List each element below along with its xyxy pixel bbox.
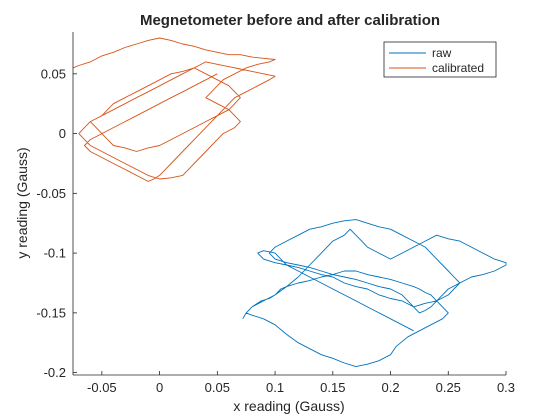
y-tick-label: -0.2 — [44, 365, 66, 380]
x-tick-label: 0.1 — [266, 380, 284, 395]
y-tick-label: -0.05 — [36, 186, 66, 201]
x-tick-label: 0.05 — [205, 380, 230, 395]
y-tick-label: -0.15 — [36, 305, 66, 320]
x-tick-label: 0 — [156, 380, 163, 395]
y-tick-label: -0.1 — [44, 246, 66, 261]
y-ticks: -0.2 -0.15 -0.1 -0.05 0 0.05 — [36, 66, 77, 380]
series-group — [72, 37, 507, 368]
plot-area: -0.05 0 0.05 0.1 0.15 0.2 0.25 0.3 -0.2-0.15-0.… — [36, 32, 515, 395]
y-tick-label: 0 — [59, 126, 66, 141]
legend-calibrated-label: calibrated — [432, 61, 484, 75]
axes-box — [73, 32, 506, 375]
axes-lines — [72, 32, 506, 376]
legend: raw calibrated — [383, 41, 497, 78]
chart-title: Megnetometer before and after calibratio… — [140, 12, 440, 29]
series-line-calibrated — [72, 37, 276, 182]
x-axis-label: x reading (Gauss) — [233, 398, 344, 414]
series-line-raw — [242, 219, 507, 368]
x-tick-label: -0.05 — [87, 380, 117, 395]
x-tick-label: 0.2 — [381, 380, 399, 395]
x-tick-label: 0.25 — [436, 380, 461, 395]
y-axis-label: y reading (Gauss) — [14, 147, 30, 258]
legend-raw-label: raw — [432, 46, 452, 60]
y-tick-label: 0.05 — [41, 66, 66, 81]
x-tick-label: 0.15 — [320, 380, 345, 395]
x-ticks: -0.05 0 0.05 0.1 0.15 0.2 0.25 0.3 — [87, 371, 515, 395]
x-tick-label: 0.3 — [497, 380, 515, 395]
legend-box — [383, 41, 497, 78]
